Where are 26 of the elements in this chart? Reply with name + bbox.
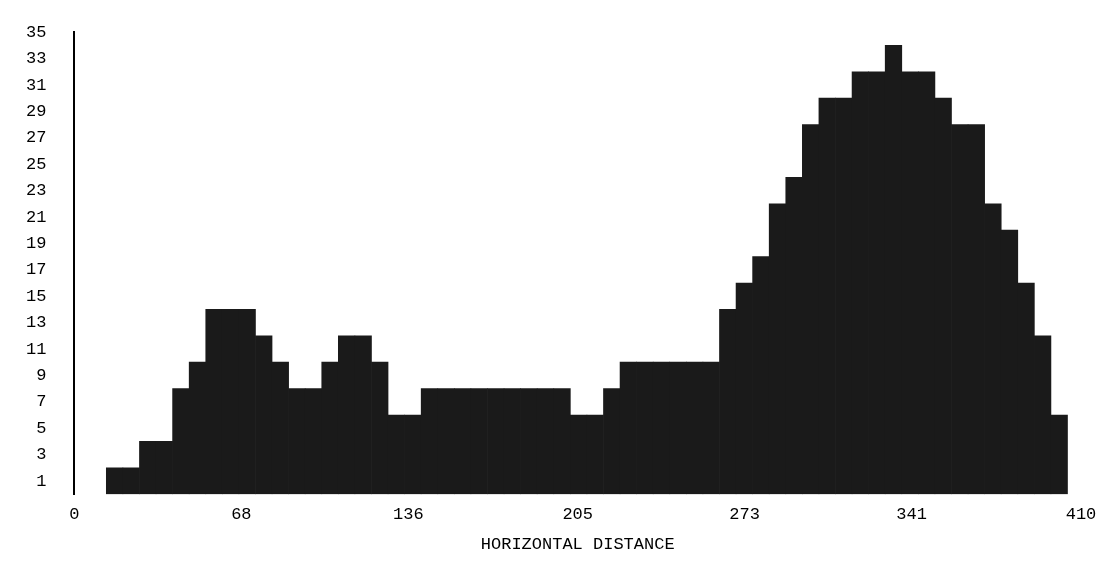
y-tick-label: 17 [26, 260, 47, 280]
y-tick-label: 9 [36, 365, 47, 385]
x-tick-label: 273 [729, 504, 760, 524]
y-tick-label: 25 [26, 154, 47, 174]
y-tick-label: 15 [26, 286, 47, 306]
y-tick-label: 33 [26, 49, 47, 69]
x-tick-label: 205 [562, 504, 594, 524]
y-tick-label: 23 [26, 181, 47, 201]
x-tick-label: 0 [69, 504, 80, 524]
y-tick-label: 11 [26, 339, 47, 359]
y-tick-label: 1 [36, 471, 47, 491]
y-tick-label: 31 [26, 75, 47, 95]
y-tick-label: 13 [26, 313, 47, 333]
x-tick-label: 341 [896, 504, 927, 524]
y-tick-label: 21 [26, 207, 47, 227]
x-tick-label: 410 [1065, 504, 1097, 524]
x-tick-label: 136 [392, 504, 424, 524]
x-axis-title: HORIZONTAL DISTANCE [480, 535, 675, 555]
x-tick-label: 68 [231, 504, 252, 524]
y-tick-label: 27 [26, 128, 47, 148]
y-tick-label: 19 [26, 233, 47, 253]
y-tick-label: 35 [26, 22, 47, 42]
y-tick-label: 29 [26, 101, 47, 121]
y-tick-label: 5 [36, 418, 47, 438]
y-tick-label: 7 [36, 392, 47, 412]
y-tick-label: 3 [36, 445, 47, 465]
